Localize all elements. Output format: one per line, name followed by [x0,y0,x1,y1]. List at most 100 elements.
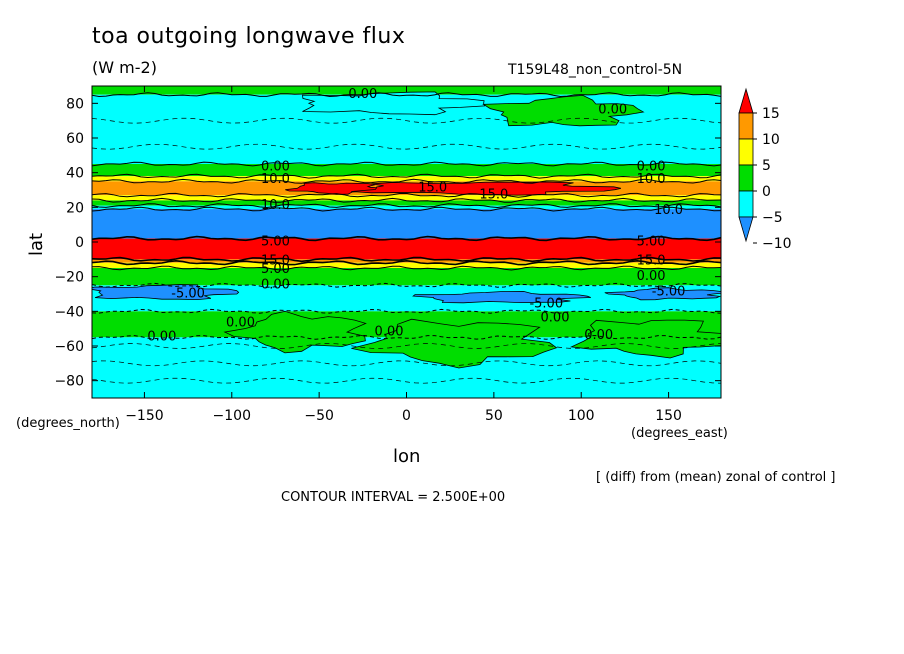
contour-label: 5.00 [261,262,290,277]
band [92,176,721,182]
colorbar-label: 10 [762,132,780,148]
contour-label: 0.00 [226,316,255,331]
contour-line [92,206,721,212]
contour-line [92,360,721,367]
contour-line [92,282,721,288]
x-tick-label: −100 [213,408,251,424]
x-tick-label: −150 [125,408,163,424]
band [92,209,721,239]
chart-units: (W m-2) [92,58,157,77]
colorbar-label: −5 [762,210,783,226]
band [92,268,721,286]
contour-label: 0.00 [261,278,290,293]
contour-line [92,203,721,209]
contour-label: 0.00 [348,87,377,102]
contour-line [92,173,721,179]
contour-lines [92,92,721,384]
x-tick-label: −50 [304,408,334,424]
contour-label: -5.00 [652,285,686,300]
colorbar-label: 0 [762,184,771,200]
band [92,195,721,201]
contour-line [92,259,721,266]
diff-note: [ (diff) from (mean) zonal of control ] [596,470,836,485]
y-tick-label: 20 [66,200,84,216]
contour-line [92,143,721,150]
contour-label: 0.00 [637,269,666,284]
colorbar-segment [738,190,754,218]
band [92,205,721,210]
contour-label: 5.00 [637,234,666,249]
contour-label: 10.0 [654,203,683,218]
y-tick-label: 0 [75,235,84,251]
region-blob [351,181,621,196]
x-axis: −150 −100 −50 0 50 100 150 [125,86,682,424]
colorbar-bottom-arrow [738,216,754,243]
x-tick-label: 50 [485,408,503,424]
colorbar-top-arrow [738,87,754,114]
contour-label: 0.00 [261,160,290,175]
contour-line [92,377,721,384]
contour-line [92,256,721,263]
region-blob [223,310,367,354]
colorbar: 15 10 5 0 −5 −10 [738,87,792,252]
region-blob [92,284,240,301]
contour-label: 0.00 [637,160,666,175]
region-blob [604,287,721,301]
band [92,238,721,260]
y-units: (degrees_north) [16,416,120,431]
region-blob [412,290,591,304]
contour-line [92,197,721,203]
run-label: T159L48_non_control-5N [508,62,683,78]
contour-line [92,265,721,271]
colorbar-label: 5 [762,158,771,174]
contour-label: 0.00 [541,311,570,326]
colorbar-segment [738,164,754,192]
y-tick-label: 80 [66,96,84,112]
band [92,164,721,177]
colorbar-segment [738,138,754,166]
y-tick-label: −40 [54,304,84,320]
region-blob [482,94,645,127]
x-tick-label: 0 [402,408,411,424]
heatmap-bands [92,86,721,398]
heatmap-blobs [92,91,721,369]
x-axis-label: lon [393,446,421,467]
band [92,200,721,206]
x-units: (degrees_east) [631,426,728,441]
contour-line [92,178,721,184]
contour-line [92,192,721,198]
region-blob [569,319,721,359]
region-blob [351,318,558,369]
contour-label: 10.0 [261,172,290,187]
contour-line [92,235,721,242]
y-tick-label: −80 [54,374,84,390]
contour-label: -5.00 [529,297,563,312]
colorbar-segment [738,112,754,140]
y-tick-label: −20 [54,270,84,286]
x-tick-label: 100 [568,408,595,424]
contour-label: 0.00 [598,103,627,118]
contour-label: 10.0 [637,172,666,187]
x-tick-label: 150 [655,408,682,424]
colorbar-label: −10 [762,236,792,252]
contour-label: 15.0 [418,181,447,196]
contour-line [92,117,721,124]
contour-line [92,334,721,340]
contour-label: 0.00 [584,328,613,343]
band [92,262,721,268]
contour-interval: CONTOUR INTERVAL = 2.500E+00 [281,490,506,505]
contour-line [92,308,721,314]
y-tick-label: 60 [66,131,84,147]
contour-label: 15.0 [637,253,666,268]
y-axis-label: lat [26,232,47,256]
y-tick-label: −60 [54,339,84,355]
contour-label: 0.00 [375,324,404,339]
contour-label: 15.0 [479,187,508,202]
y-axis: 80 60 40 20 0 −20 −40 −60 −80 [54,96,721,390]
contour-label: 10.0 [261,198,290,213]
contour-line [92,343,721,349]
colorbar-label: 15 [762,106,780,122]
region-blob [302,91,486,116]
